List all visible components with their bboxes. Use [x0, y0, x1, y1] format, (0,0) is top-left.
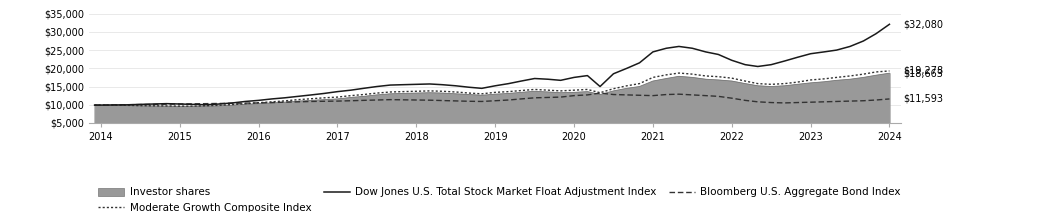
Text: $19,278: $19,278	[903, 66, 944, 76]
Text: $18,663: $18,663	[903, 68, 943, 78]
Text: $11,593: $11,593	[903, 94, 943, 104]
Text: $32,080: $32,080	[903, 19, 943, 29]
Legend: Investor shares, Moderate Growth Composite Index, Dow Jones U.S. Total Stock Mar: Investor shares, Moderate Growth Composi…	[94, 183, 904, 212]
